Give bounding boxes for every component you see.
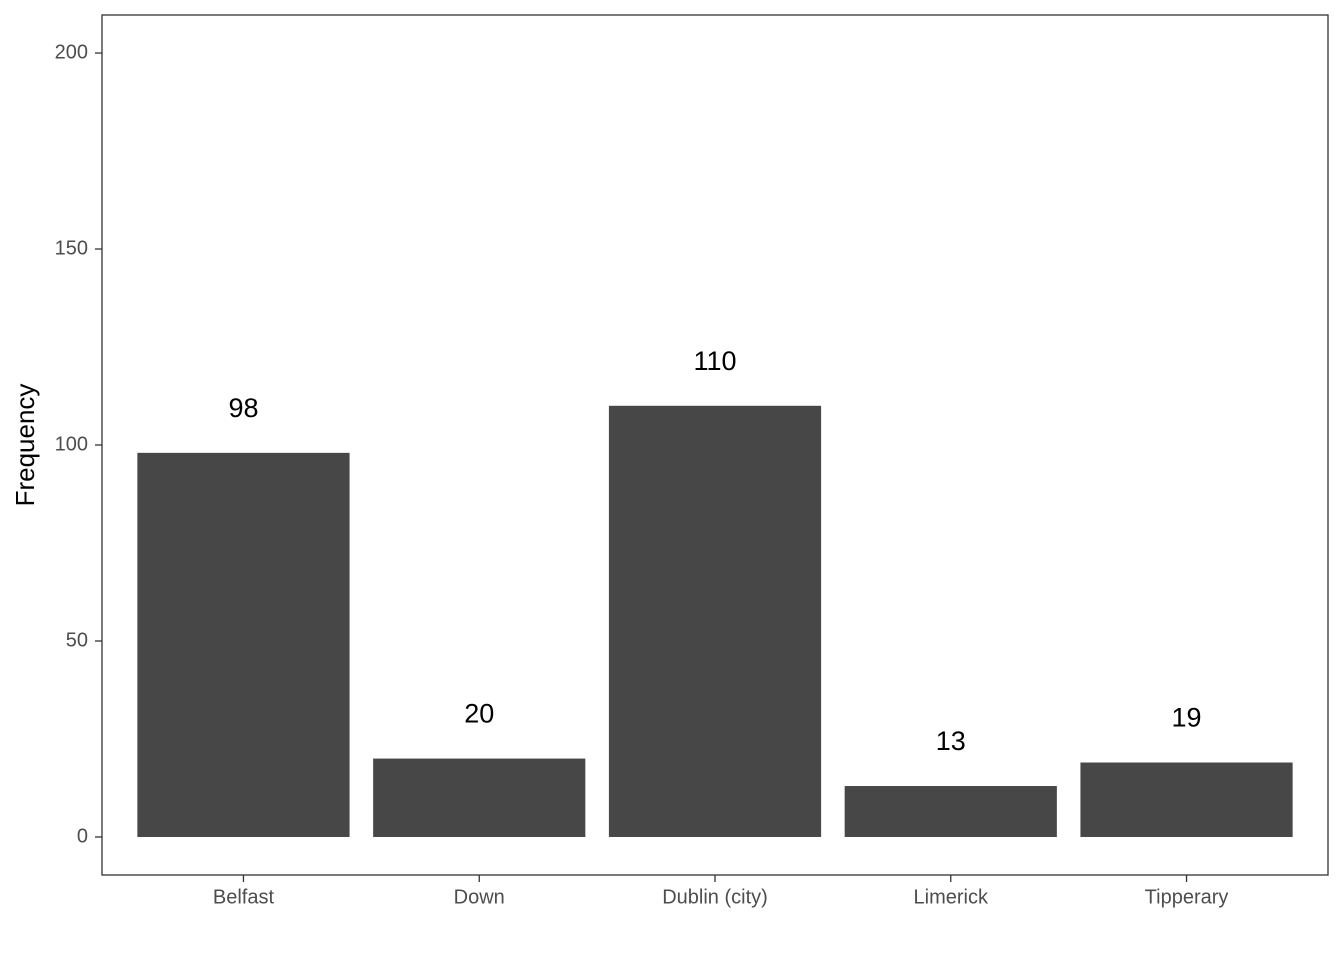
x-tick-label: Belfast	[213, 886, 275, 908]
x-tick-label: Tipperary	[1145, 886, 1229, 908]
bar	[373, 758, 586, 837]
bar	[608, 405, 822, 837]
y-axis-title: Frequency	[10, 384, 40, 507]
data-label: 19	[1172, 703, 1202, 733]
x-tick-label: Limerick	[914, 886, 989, 908]
data-label: 98	[228, 393, 258, 423]
y-tick-label: 100	[55, 433, 88, 455]
y-tick-label: 50	[66, 629, 88, 651]
y-tick-label: 150	[55, 237, 88, 259]
y-tick-label: 0	[77, 825, 88, 847]
bar	[1080, 762, 1293, 837]
x-tick-label: Down	[454, 886, 505, 908]
y-tick-label: 200	[55, 41, 88, 63]
bar	[844, 786, 1057, 837]
bar	[137, 452, 350, 837]
data-label: 110	[693, 346, 736, 376]
data-label: 13	[936, 726, 966, 756]
x-tick-label: Dublin (city)	[662, 886, 768, 908]
data-label: 20	[464, 699, 494, 729]
